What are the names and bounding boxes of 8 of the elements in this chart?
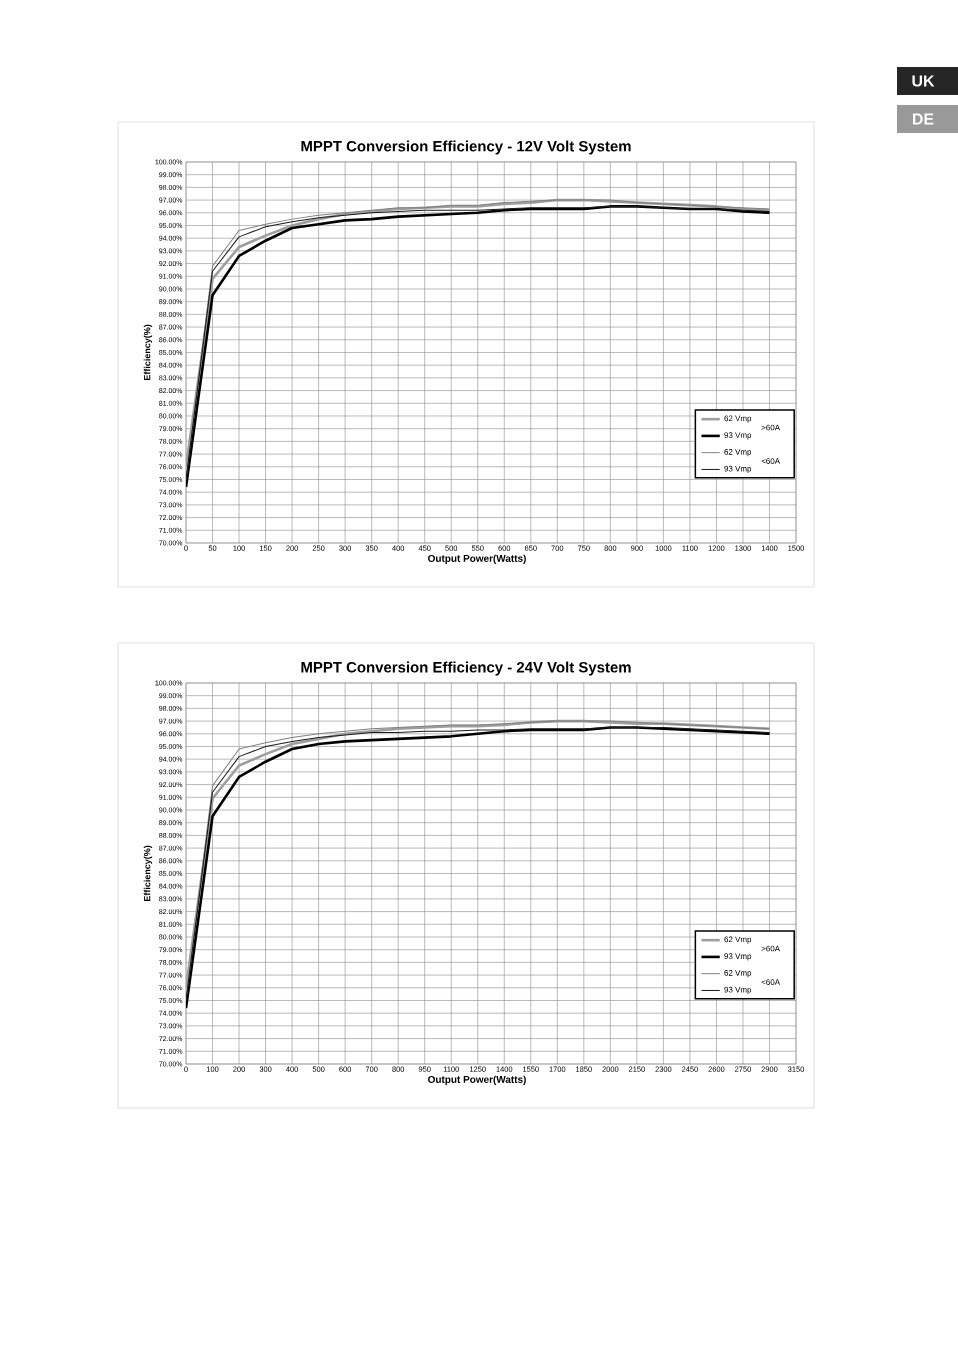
x-axis-title: Output Power(Watts)	[428, 1075, 526, 1085]
x-axis-title: Output Power(Watts)	[428, 554, 526, 564]
chart-title: MPPT Conversion Efficiency - 12V Volt System	[301, 140, 631, 155]
text: UK	[912, 75, 935, 87]
y-axis-title: Efficiency(%)	[143, 845, 153, 902]
text: DE	[913, 113, 934, 125]
y-axis-title: Efficiency(%)	[143, 324, 153, 381]
chart-title: MPPT Conversion Efficiency - 24V Volt System	[301, 661, 631, 676]
